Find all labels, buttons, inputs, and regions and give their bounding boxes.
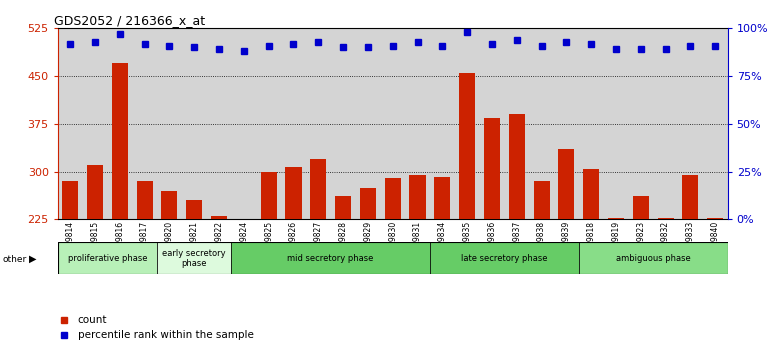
Bar bbox=[583, 169, 599, 219]
Text: count: count bbox=[78, 315, 107, 325]
Bar bbox=[157, 242, 232, 274]
Bar bbox=[211, 216, 227, 219]
Text: other: other bbox=[2, 255, 26, 264]
Bar bbox=[62, 181, 79, 219]
Bar bbox=[558, 149, 574, 219]
Text: late secretory phase: late secretory phase bbox=[461, 254, 547, 263]
Bar bbox=[385, 178, 400, 219]
Bar bbox=[509, 114, 525, 219]
Bar bbox=[608, 218, 624, 219]
Bar bbox=[410, 175, 426, 219]
Bar bbox=[707, 218, 723, 219]
Bar bbox=[484, 118, 500, 219]
Bar bbox=[335, 196, 351, 219]
Bar bbox=[162, 191, 177, 219]
Bar bbox=[633, 196, 649, 219]
Text: ambiguous phase: ambiguous phase bbox=[616, 254, 691, 263]
Bar bbox=[579, 242, 728, 274]
Bar bbox=[459, 73, 475, 219]
Bar bbox=[286, 167, 302, 219]
Bar bbox=[260, 172, 276, 219]
Bar bbox=[136, 181, 152, 219]
Bar bbox=[430, 242, 579, 274]
Bar bbox=[58, 242, 157, 274]
Bar bbox=[682, 175, 698, 219]
Text: mid secretory phase: mid secretory phase bbox=[287, 254, 374, 263]
Bar bbox=[112, 63, 128, 219]
Bar bbox=[360, 188, 376, 219]
Bar bbox=[658, 218, 674, 219]
Bar bbox=[310, 159, 326, 219]
Text: early secretory
phase: early secretory phase bbox=[162, 249, 226, 268]
Bar bbox=[534, 181, 550, 219]
Bar bbox=[232, 242, 430, 274]
Text: proliferative phase: proliferative phase bbox=[68, 254, 147, 263]
Bar bbox=[186, 200, 203, 219]
Bar bbox=[87, 165, 103, 219]
Bar bbox=[236, 219, 252, 221]
Text: percentile rank within the sample: percentile rank within the sample bbox=[78, 330, 254, 339]
Text: ▶: ▶ bbox=[29, 254, 37, 264]
Bar bbox=[434, 177, 450, 219]
Text: GDS2052 / 216366_x_at: GDS2052 / 216366_x_at bbox=[55, 14, 206, 27]
